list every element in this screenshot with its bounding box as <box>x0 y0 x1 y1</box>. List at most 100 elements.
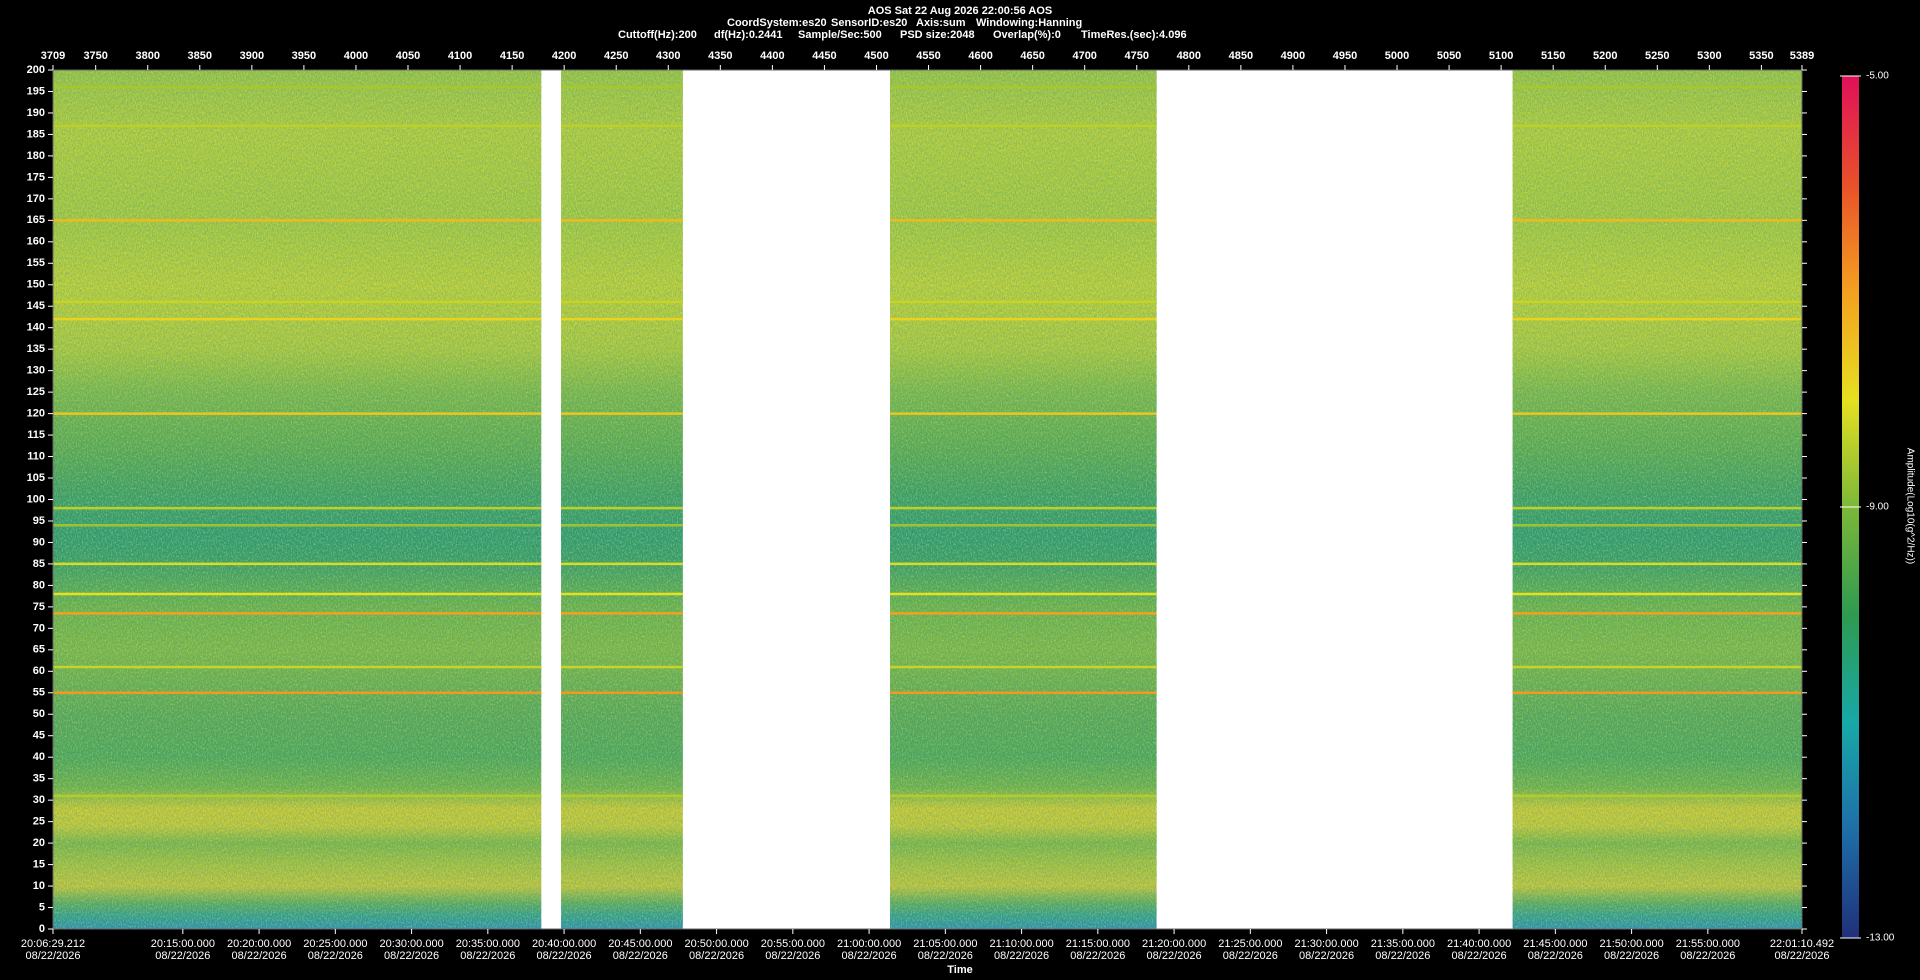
y-tick-label: 60 <box>33 665 45 677</box>
x2-tick-label: 20:35:00.000 <box>456 938 520 950</box>
y-tick-label: 170 <box>27 193 45 205</box>
x-tick-label: 4150 <box>500 50 524 62</box>
x2-tick-label: 20:50:00.000 <box>684 938 748 950</box>
x2-tick-date: 08/22/2026 <box>1528 950 1583 962</box>
x2-tick-date: 08/22/2026 <box>537 950 592 962</box>
settings-item: df(Hz):0.2441 <box>714 29 782 41</box>
x2-tick-label: 20:55:00.000 <box>761 938 825 950</box>
y-tick-label: 195 <box>27 85 45 97</box>
x-tick-label: 4750 <box>1125 50 1149 62</box>
y-tick-label: 50 <box>33 708 45 720</box>
x-tick-label: 3750 <box>83 50 107 62</box>
x2-tick-date: 08/22/2026 <box>384 950 439 962</box>
settings-item: Windowing:Hanning <box>976 17 1082 29</box>
x2-tick-label: 21:35:00.000 <box>1371 938 1435 950</box>
x-tick-label: 4950 <box>1333 50 1357 62</box>
y-tick-label: 5 <box>39 901 45 913</box>
x-tick-label: 3950 <box>292 50 316 62</box>
y-tick-label: 110 <box>27 450 45 462</box>
x-tick-label: 4400 <box>760 50 784 62</box>
y-tick-label: 200 <box>27 64 45 76</box>
colorbar-title: Amplitude(Log10(g^2/Hz)) <box>1904 448 1915 564</box>
y-tick-label: 175 <box>27 171 45 183</box>
y-tick-label: 70 <box>33 622 45 634</box>
x2-tick-label: 21:05:00.000 <box>913 938 977 950</box>
y-tick-label: 185 <box>27 128 45 140</box>
x-tick-label: 5150 <box>1541 50 1565 62</box>
x-tick-label: 5200 <box>1593 50 1617 62</box>
y-tick-label: 10 <box>33 880 45 892</box>
y-tick-label: 35 <box>33 773 45 785</box>
x2-tick-date: 08/22/2026 <box>613 950 668 962</box>
x2-tick-label: 22:01:10.492 <box>1770 938 1834 950</box>
spectrogram <box>53 70 1802 929</box>
x-tick-label: 5100 <box>1489 50 1513 62</box>
x-tick-label: 4200 <box>552 50 576 62</box>
x-tick-label: 4850 <box>1229 50 1253 62</box>
colorbar-tick-label: -13.00 <box>1866 933 1895 944</box>
x2-tick-date: 08/22/2026 <box>994 950 1049 962</box>
y-tick-label: 25 <box>33 816 45 828</box>
y-tick-label: 150 <box>27 279 45 291</box>
x2-tick-label: 20:45:00.000 <box>608 938 672 950</box>
x2-tick-date: 08/22/2026 <box>1604 950 1659 962</box>
x2-tick-label: 20:20:00.000 <box>227 938 291 950</box>
x2-tick-label: 21:40:00.000 <box>1447 938 1511 950</box>
x-tick-label: 4800 <box>1177 50 1201 62</box>
x2-tick-date: 08/22/2026 <box>232 950 287 962</box>
y-tick-label: 165 <box>27 214 45 226</box>
x2-tick-date: 08/22/2026 <box>765 950 820 962</box>
x2-tick-label: 20:30:00.000 <box>379 938 443 950</box>
y-tick-label: 145 <box>27 300 45 312</box>
y-tick-label: 30 <box>33 794 45 806</box>
y-tick-label: 45 <box>33 730 45 742</box>
x-tick-label: 4100 <box>448 50 472 62</box>
x-tick-label: 3900 <box>240 50 264 62</box>
x2-tick-label: 21:55:00.000 <box>1676 938 1740 950</box>
x-tick-label: 4300 <box>656 50 680 62</box>
x-tick-label: 4350 <box>708 50 732 62</box>
y-tick-label: 55 <box>33 687 45 699</box>
x2-tick-date: 08/22/2026 <box>1070 950 1125 962</box>
x2-tick-date: 08/22/2026 <box>1452 950 1507 962</box>
x-tick-label: 5250 <box>1645 50 1669 62</box>
y-tick-label: 115 <box>27 429 45 441</box>
y-tick-label: 130 <box>27 365 45 377</box>
y-tick-label: 125 <box>27 386 45 398</box>
x2-tick-label: 20:40:00.000 <box>532 938 596 950</box>
x2-tick-date: 08/22/2026 <box>918 950 973 962</box>
y-tick-label: 100 <box>27 493 45 505</box>
x2-tick-label: 21:15:00.000 <box>1066 938 1130 950</box>
x-tick-label: 5300 <box>1697 50 1721 62</box>
y-tick-label: 140 <box>27 322 45 334</box>
x2-tick-date: 08/22/2026 <box>689 950 744 962</box>
x-tick-label: 5050 <box>1437 50 1461 62</box>
texture <box>1512 70 1802 929</box>
x2-tick-label: 20:25:00.000 <box>303 938 367 950</box>
x2-tick-date: 08/22/2026 <box>308 950 363 962</box>
x-tick-label: 3800 <box>135 50 159 62</box>
x-tick-label: 4500 <box>864 50 888 62</box>
x2-tick-label: 21:20:00.000 <box>1142 938 1206 950</box>
y-tick-label: 95 <box>33 515 45 527</box>
x-tick-label: 4600 <box>968 50 992 62</box>
x-tick-label: 3709 <box>41 50 65 62</box>
y-tick-label: 90 <box>33 536 45 548</box>
x-tick-label: 3850 <box>188 50 212 62</box>
y-tick-label: 155 <box>27 257 45 269</box>
x2-tick-date: 08/22/2026 <box>1375 950 1430 962</box>
y-tick-label: 80 <box>33 579 45 591</box>
x2-tick-label: 21:50:00.000 <box>1599 938 1663 950</box>
x2-tick-label: 21:10:00.000 <box>989 938 1053 950</box>
x2-tick-label: 20:15:00.000 <box>151 938 215 950</box>
x2-tick-label: 21:30:00.000 <box>1294 938 1358 950</box>
x-tick-label: 5389 <box>1790 50 1814 62</box>
x2-tick-date: 08/22/2026 <box>1774 950 1829 962</box>
x2-tick-date: 08/22/2026 <box>1680 950 1735 962</box>
y-tick-label: 160 <box>27 236 45 248</box>
y-tick-label: 0 <box>39 923 45 935</box>
x-tick-label: 4650 <box>1020 50 1044 62</box>
y-tick-label: 65 <box>33 644 45 656</box>
y-tick-label: 75 <box>33 601 45 613</box>
x-tick-label: 4050 <box>396 50 420 62</box>
